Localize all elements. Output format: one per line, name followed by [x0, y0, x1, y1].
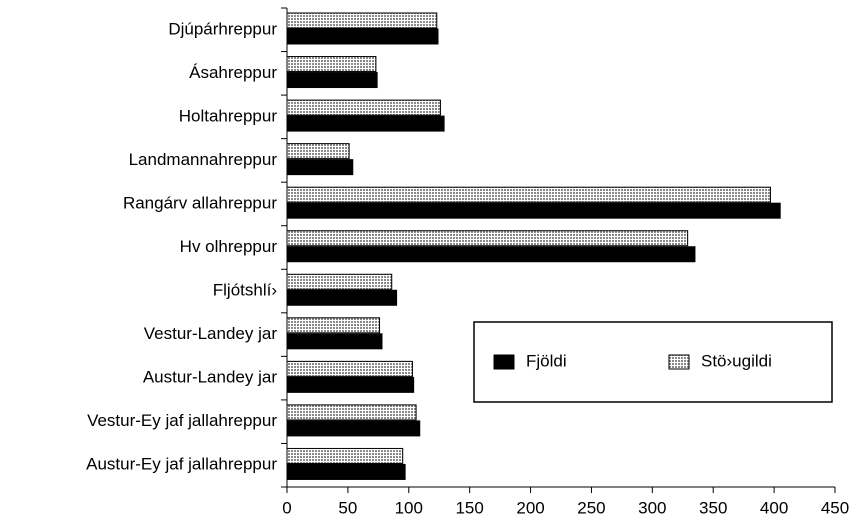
x-tick-label: 0: [282, 498, 291, 517]
bar: [286, 404, 417, 421]
bar: [286, 56, 377, 73]
bar: [286, 202, 781, 219]
y-tick-label: Austur-Landey jar: [143, 368, 278, 387]
bar: [286, 186, 771, 203]
x-tick-label: 200: [516, 498, 544, 517]
x-tick-label: 150: [455, 498, 483, 517]
y-tick-label: Djúpárhreppur: [168, 19, 277, 38]
bar: [286, 360, 413, 377]
bar: [286, 143, 350, 160]
bar: [286, 376, 415, 393]
x-tick-label: 450: [821, 498, 849, 517]
x-tick-label: 250: [577, 498, 605, 517]
bar: [286, 447, 404, 464]
bar: [286, 333, 383, 350]
legend-swatch: [668, 354, 690, 370]
bar: [286, 463, 406, 480]
x-tick-label: 300: [638, 498, 666, 517]
y-tick-label: Vestur-Landey jar: [144, 324, 278, 343]
bar: [286, 12, 438, 29]
x-tick-label: 100: [395, 498, 423, 517]
y-tick-label: Hv olhreppur: [180, 237, 278, 256]
bar: [286, 246, 696, 263]
x-tick-label: 350: [699, 498, 727, 517]
bar: [286, 28, 439, 45]
bar: [286, 115, 445, 132]
x-tick-label: 400: [760, 498, 788, 517]
legend-box: [473, 321, 833, 403]
bar: [286, 420, 421, 437]
y-tick-label: Landmannahreppur: [129, 150, 278, 169]
bar: [286, 159, 354, 176]
bar: [286, 317, 381, 334]
legend-swatch: [493, 354, 515, 370]
bar: [286, 289, 398, 306]
y-tick-label: Holtahreppur: [179, 106, 278, 125]
x-tick-label: 50: [338, 498, 357, 517]
bar: [286, 273, 393, 290]
legend-label: Stö›ugildi: [701, 351, 772, 370]
bar: [286, 99, 441, 116]
y-tick-label: Austur-Ey jaf jallahreppur: [86, 455, 277, 474]
y-tick-label: Ásahreppur: [189, 63, 277, 82]
y-tick-label: Rangárv allahreppur: [123, 193, 277, 212]
bar: [286, 230, 689, 247]
bar: [286, 72, 378, 89]
y-tick-label: Fljótshlí›: [213, 281, 277, 300]
legend-label: Fjöldi: [526, 351, 567, 370]
y-tick-label: Vestur-Ey jaf jallahreppur: [87, 411, 277, 430]
